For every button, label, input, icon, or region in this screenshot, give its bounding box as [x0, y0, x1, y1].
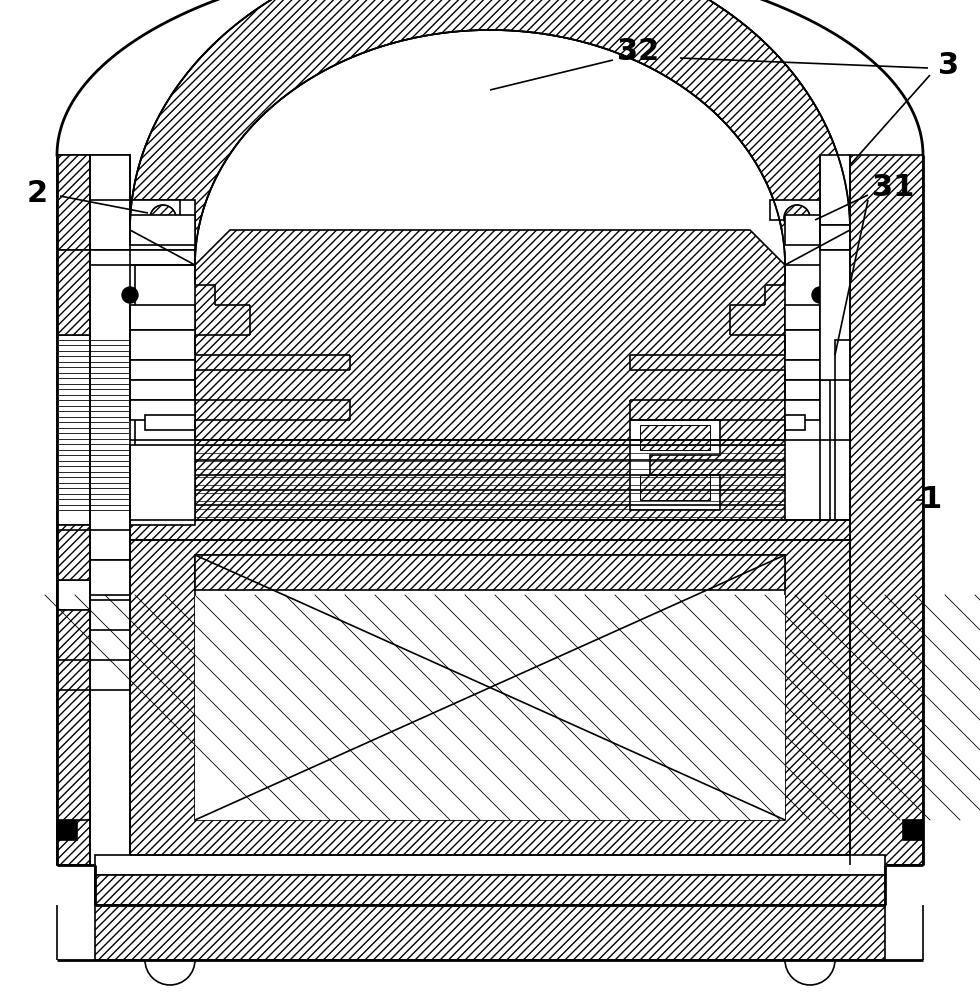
Text: 1: 1	[920, 486, 941, 514]
Polygon shape	[130, 445, 195, 525]
Bar	[57, 335, 130, 525]
Bar	[130, 500, 185, 515]
Bar	[57, 155, 130, 310]
Text: 32: 32	[617, 37, 660, 66]
Bar	[785, 380, 820, 400]
Polygon shape	[57, 560, 90, 700]
Bar	[90, 200, 195, 250]
Bar	[145, 415, 195, 430]
Bar	[785, 415, 805, 430]
Bar	[95, 855, 885, 875]
Bar	[130, 515, 170, 530]
Polygon shape	[57, 690, 90, 820]
Polygon shape	[195, 555, 785, 590]
Bar	[130, 380, 195, 400]
Polygon shape	[195, 555, 785, 820]
Polygon shape	[130, 0, 850, 265]
Circle shape	[145, 935, 195, 985]
Bar	[903, 820, 923, 840]
Bar	[90, 250, 135, 535]
Bar	[130, 330, 195, 360]
Bar	[820, 380, 830, 630]
Polygon shape	[57, 700, 90, 865]
Polygon shape	[130, 520, 850, 540]
Polygon shape	[850, 155, 923, 865]
Polygon shape	[57, 530, 90, 580]
Polygon shape	[195, 595, 785, 820]
Bar	[90, 530, 130, 560]
Polygon shape	[130, 540, 850, 855]
Polygon shape	[57, 250, 90, 335]
Polygon shape	[57, 155, 130, 250]
Bar	[820, 225, 850, 250]
Bar	[130, 495, 160, 515]
Bar	[130, 400, 195, 420]
Bar	[785, 330, 820, 360]
Polygon shape	[57, 525, 90, 560]
Bar	[640, 425, 710, 450]
Bar	[57, 580, 90, 610]
Polygon shape	[130, 215, 195, 245]
Text: 31: 31	[872, 174, 914, 202]
Polygon shape	[785, 215, 820, 245]
Circle shape	[785, 935, 835, 985]
Bar	[130, 470, 185, 485]
Bar	[130, 480, 170, 500]
Bar	[90, 660, 130, 690]
Bar	[130, 360, 195, 380]
Circle shape	[812, 287, 828, 303]
Polygon shape	[57, 610, 90, 660]
Bar	[57, 820, 77, 840]
Bar	[820, 155, 850, 225]
Polygon shape	[195, 230, 785, 595]
Polygon shape	[820, 250, 850, 380]
Circle shape	[784, 205, 810, 231]
Bar	[800, 220, 820, 235]
Text: 3: 3	[938, 50, 959, 80]
Polygon shape	[57, 155, 90, 250]
Bar	[130, 200, 180, 220]
Bar	[130, 220, 150, 235]
Bar	[835, 380, 850, 520]
Polygon shape	[95, 905, 885, 960]
Bar	[130, 305, 195, 330]
Bar	[785, 360, 820, 380]
Circle shape	[122, 287, 138, 303]
Polygon shape	[630, 420, 720, 510]
Text: 2: 2	[26, 178, 48, 208]
Bar	[785, 400, 820, 420]
Bar	[90, 560, 130, 595]
Polygon shape	[95, 875, 885, 905]
Polygon shape	[195, 230, 785, 595]
Polygon shape	[57, 155, 130, 250]
Circle shape	[150, 205, 176, 231]
Bar	[785, 305, 820, 330]
Bar	[770, 200, 820, 220]
Bar	[90, 600, 130, 630]
Bar	[640, 475, 710, 500]
Bar	[90, 250, 195, 265]
